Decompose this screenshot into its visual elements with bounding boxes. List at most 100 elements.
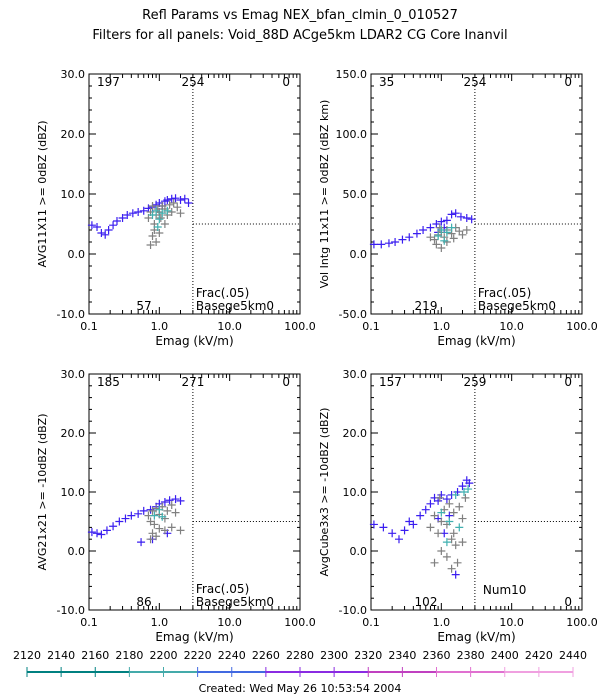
count-bottom-mid: 86	[136, 595, 151, 609]
panel-1: 0.1 1.0 10.0 100.0 -10.0 0.0 10.0 20.0 30.0 197 25…	[36, 68, 316, 348]
data-point-series-2	[426, 233, 435, 242]
data-point-series-2	[163, 506, 172, 515]
annotation-frac: Frac(.05)	[196, 286, 249, 300]
data-point-series-1	[165, 496, 174, 505]
data-point-series-3	[155, 505, 164, 514]
colorbar-tick-label: 2380	[457, 649, 485, 662]
count-top-right: 0	[282, 375, 290, 389]
y-tick-label: 10.0	[343, 486, 368, 499]
count-bottom-right: 0	[564, 595, 572, 609]
data-point-series-1	[421, 505, 430, 514]
y-tick-label: 20.0	[61, 427, 86, 440]
data-point-series-2	[148, 202, 157, 210]
plot-frame	[370, 73, 583, 315]
colorbar-tick-label: 2140	[47, 649, 75, 662]
data-point-series-1	[109, 522, 118, 531]
colorbar-tick-label: 2320	[354, 649, 382, 662]
colorbar-tick-label: 2420	[525, 649, 553, 662]
data-point-series-1	[127, 511, 136, 520]
data-point-series-2	[148, 232, 157, 240]
data-point-series-1	[437, 217, 446, 226]
count-top-left: 35	[379, 75, 394, 89]
count-top-right: 0	[564, 375, 572, 389]
colorbar-tick-label: 2180	[115, 649, 143, 662]
annotation-num: Num10	[483, 583, 527, 597]
colorbar-tick-label: 2300	[320, 649, 348, 662]
data-point-series-1	[171, 495, 180, 504]
data-point-series-2	[426, 523, 435, 532]
data-point-series-1	[369, 240, 378, 249]
x-tick-label: 10.0	[217, 320, 242, 333]
x-tick-label: 100.0	[566, 320, 598, 333]
count-top-mid: 259	[463, 375, 486, 389]
count-top-left: 197	[97, 75, 120, 89]
data-point-series-1	[146, 505, 155, 514]
data-point-series-1	[412, 229, 421, 238]
data-point-series-2	[442, 552, 451, 561]
data-point-series-1	[388, 529, 397, 538]
figure-subtitle: Filters for all panels: Void_88D ACge5km…	[92, 28, 508, 43]
y-axis-label: Vol Intg 11x11 >= 0dBZ (dBZ km)	[318, 100, 331, 289]
x-tick-label: 100.0	[284, 320, 316, 333]
data-point-series-1	[112, 217, 121, 225]
x-axis-label: Emag (kV/m)	[437, 630, 515, 644]
data-point-series-1	[171, 194, 180, 203]
data-point-series-1	[160, 498, 169, 507]
data-point-series-2	[430, 558, 439, 567]
plot-frame	[88, 73, 301, 315]
data-point-series-3	[442, 228, 451, 237]
data-point-series-2	[449, 508, 458, 517]
data-point-series-1	[115, 517, 124, 526]
annotation-frac: Frac(.05)	[196, 582, 249, 596]
data-point-series-2	[150, 520, 159, 529]
colorbar-tick-label: 2220	[184, 649, 212, 662]
data-point-series-2	[152, 238, 161, 246]
data-point-series-1	[384, 239, 393, 248]
data-point-series-2	[435, 493, 444, 502]
data-point-series-1	[93, 529, 102, 538]
data-point-series-1	[426, 223, 435, 232]
data-point-series-1	[93, 223, 102, 231]
data-point-series-3	[440, 236, 449, 245]
y-axis-label: AVG21x21 >= -10dBZ (dBZ)	[36, 414, 49, 571]
data-point-series-3	[437, 226, 446, 234]
data-point-series-3	[437, 508, 446, 517]
data-point-series-1	[137, 538, 146, 547]
data-point-series-1	[101, 230, 110, 239]
data-point-series-2	[430, 511, 439, 520]
data-point-series-2	[146, 535, 155, 544]
data-point-series-3	[158, 512, 167, 521]
data-point-series-2	[165, 200, 174, 209]
data-point-series-2	[461, 493, 470, 502]
y-tick-label: 20.0	[343, 427, 368, 440]
data-point-series-1	[87, 528, 96, 537]
data-point-series-2	[453, 558, 462, 567]
x-tick-label: 0.1	[80, 320, 98, 333]
data-point-series-1	[394, 535, 403, 544]
x-tick-label: 1.0	[433, 320, 451, 333]
x-tick-label: 100.0	[566, 616, 598, 629]
colorbar-tick-label: 2340	[388, 649, 416, 662]
data-point-series-3	[155, 215, 164, 224]
data-point-series-3	[434, 232, 443, 240]
data-point-series-1	[398, 235, 407, 244]
data-point-series-2	[176, 209, 185, 218]
count-bottom-mid: 219	[415, 299, 438, 313]
data-point-series-3	[163, 206, 172, 215]
data-point-series-2	[176, 526, 185, 535]
x-tick-label: 1.0	[151, 320, 169, 333]
data-point-series-1	[458, 482, 467, 491]
data-point-series-1	[442, 495, 451, 504]
data-point-series-1	[467, 215, 476, 224]
data-point-series-1	[123, 211, 132, 219]
count-top-mid: 254	[463, 75, 486, 89]
data-point-series-1	[442, 216, 451, 225]
data-point-series-2	[167, 523, 176, 532]
data-point-series-1	[97, 229, 106, 237]
data-point-series-1	[456, 212, 465, 221]
data-point-series-3	[447, 223, 456, 232]
colorbar-tick-label: 2200	[150, 649, 178, 662]
data-point-series-2	[432, 240, 441, 249]
data-point-series-1	[462, 214, 471, 222]
